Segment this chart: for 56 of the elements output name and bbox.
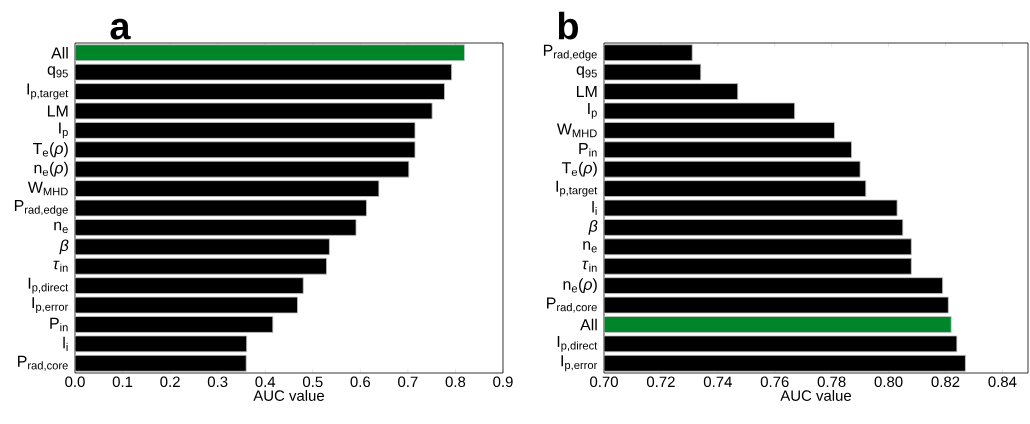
x-tick-label: 0.82 bbox=[931, 376, 960, 388]
y-tick-label: LM bbox=[47, 105, 68, 117]
y-tick-label: β bbox=[59, 239, 69, 255]
y-tick-label: I$_{p,direct}$ bbox=[557, 335, 598, 352]
x-tick-label: 0.4 bbox=[255, 376, 276, 388]
x-tick-label: 0.8 bbox=[445, 376, 466, 388]
y-tick-label: l$_{i}$ bbox=[592, 200, 597, 216]
y-tick-label: P$_{rad,edge}$ bbox=[543, 44, 597, 61]
x-tick-label: 0.80 bbox=[874, 376, 903, 388]
x-tick-label: 0.3 bbox=[207, 376, 228, 388]
y-tick-label: P$_{rad,core}$ bbox=[18, 355, 68, 371]
x-tick-label: 0.2 bbox=[160, 376, 180, 388]
y-tick-label: P$_{in}$ bbox=[579, 142, 597, 157]
y-tick-label: W$_{MHD}$ bbox=[556, 123, 597, 138]
x-tick-label: 0.6 bbox=[350, 376, 371, 388]
y-tick-label: q$_{95}$ bbox=[576, 66, 597, 79]
y-tick-label: β bbox=[588, 219, 598, 235]
y-tick-label: n$_{e}$ bbox=[583, 241, 597, 253]
y-tick-label: LM bbox=[576, 86, 597, 98]
y-tick-label: I$_{p,target}$ bbox=[556, 180, 598, 197]
x-tick-label: 0.70 bbox=[590, 376, 618, 388]
x-tick-label: 0.1 bbox=[112, 376, 133, 388]
x-axis-title: AUC value bbox=[253, 389, 325, 401]
y-tick-label: q$_{95}$ bbox=[47, 66, 68, 79]
x-tick-label: 0.84 bbox=[988, 376, 1017, 388]
chart-title: a bbox=[110, 18, 131, 40]
y-tick-label: I$_{p}$ bbox=[59, 122, 68, 139]
y-tick-label: n$_{e}$(ρ) bbox=[34, 161, 68, 177]
y-tick-label: l$_{i}$ bbox=[63, 336, 68, 351]
x-tick-label: 0.5 bbox=[302, 376, 323, 388]
x-tick-label: 0.9 bbox=[493, 376, 513, 388]
x-tick-label: 0.72 bbox=[646, 376, 675, 388]
x-tick-label: 0.78 bbox=[817, 376, 846, 388]
y-tick-label: I$_{p,direct}$ bbox=[28, 277, 69, 294]
chart-title: b bbox=[558, 11, 578, 40]
y-tick-label: I$_{p,error}$ bbox=[561, 355, 598, 372]
y-tick-label: All bbox=[51, 46, 68, 59]
y-tick-label: τ$_{in}$ bbox=[53, 260, 68, 272]
y-tick-label: n$_{e}$ bbox=[54, 221, 68, 234]
x-tick-label: 0.0 bbox=[65, 376, 85, 388]
y-tick-label: T$_{e}$(ρ) bbox=[32, 142, 68, 158]
y-tick-label: I$_{p,error}$ bbox=[32, 297, 69, 313]
y-tick-label: W$_{MHD}$ bbox=[27, 181, 68, 196]
y-tick-label: I$_{p,target}$ bbox=[27, 83, 69, 100]
y-tick-label: n$_{e}$(ρ) bbox=[563, 278, 597, 294]
y-tick-label: P$_{in}$ bbox=[50, 317, 68, 332]
y-tick-label: P$_{rad,edge}$ bbox=[14, 200, 68, 216]
x-tick-label: 0.7 bbox=[398, 376, 418, 388]
y-tick-label: T$_{e}$(ρ) bbox=[561, 161, 597, 177]
y-tick-label: P$_{rad,core}$ bbox=[547, 297, 597, 313]
y-tick-label: I$_{p}$ bbox=[588, 103, 597, 119]
y-tick-label: All bbox=[580, 318, 597, 331]
y-tick-label: τ$_{in}$ bbox=[582, 260, 597, 272]
x-tick-label: 0.74 bbox=[703, 376, 732, 388]
x-axis-title: AUC value bbox=[780, 389, 852, 401]
x-tick-label: 0.76 bbox=[760, 376, 789, 388]
